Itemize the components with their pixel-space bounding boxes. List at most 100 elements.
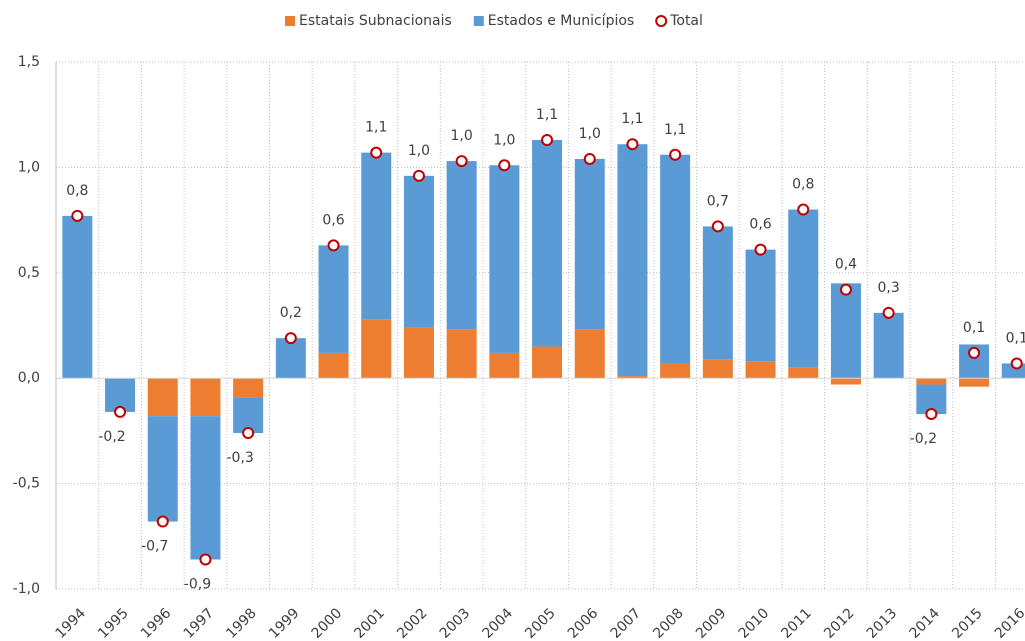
bar-segment xyxy=(788,367,819,379)
data-label: 0,8 xyxy=(792,177,814,193)
x-tick-label: 1998 xyxy=(223,605,260,641)
legend-swatch xyxy=(473,16,484,26)
bar-segment xyxy=(959,378,990,387)
total-marker xyxy=(669,148,682,161)
x-tick-label: 2000 xyxy=(309,605,346,641)
legend-label: Estados e Municípios xyxy=(488,13,634,29)
bar-segment xyxy=(830,378,861,385)
y-tick-label: 1,5 xyxy=(18,54,40,70)
x-tick-label: 2009 xyxy=(693,605,730,641)
bar-segment xyxy=(361,152,392,320)
legend-label: Estatais Subnacionais xyxy=(299,13,452,29)
bar-segment xyxy=(62,215,93,379)
total-marker xyxy=(498,159,511,172)
total-marker xyxy=(199,553,212,566)
data-label: -0,2 xyxy=(910,431,937,447)
x-tick-label: 2006 xyxy=(565,605,602,641)
bar-segment xyxy=(532,139,563,347)
bar-segment xyxy=(617,376,648,379)
data-label: 1,0 xyxy=(408,143,430,159)
bar-segment xyxy=(660,363,691,379)
total-marker xyxy=(71,209,84,222)
data-label: -0,2 xyxy=(98,429,125,445)
total-marker xyxy=(327,239,340,252)
x-tick-label: 1999 xyxy=(266,605,303,641)
bar-segment xyxy=(916,378,947,385)
y-tick-label: 0,0 xyxy=(18,370,40,386)
total-marker xyxy=(370,146,383,159)
bar-segment xyxy=(532,346,563,379)
data-label: 1,0 xyxy=(493,132,515,148)
total-marker xyxy=(541,133,554,146)
bar-segment xyxy=(702,226,733,360)
bar-segment xyxy=(318,352,349,379)
data-label: -0,7 xyxy=(141,539,168,555)
total-marker xyxy=(583,152,596,165)
bar-segment xyxy=(403,175,434,328)
x-tick-label: 1995 xyxy=(95,605,132,641)
bar-segment xyxy=(489,352,520,379)
data-label: 0,2 xyxy=(280,305,302,321)
total-marker xyxy=(626,138,639,151)
total-marker xyxy=(925,408,938,421)
data-label: 1,0 xyxy=(579,126,601,142)
legend-marker xyxy=(655,15,668,27)
y-tick-label: -0,5 xyxy=(13,476,40,492)
x-tick-label: 2003 xyxy=(437,605,474,641)
bar-segment xyxy=(446,161,477,330)
total-marker xyxy=(1010,357,1023,370)
bar-segment xyxy=(403,327,434,379)
y-tick-label: -1,0 xyxy=(13,581,40,597)
x-tick-label: 2008 xyxy=(650,605,687,641)
bar-segment xyxy=(361,319,392,379)
bar-segment xyxy=(190,378,221,417)
bar-segment xyxy=(233,378,264,398)
data-label: 0,4 xyxy=(835,257,857,273)
bar-segment xyxy=(702,359,733,379)
data-label: 1,1 xyxy=(365,120,387,136)
legend-label: Total xyxy=(669,13,703,29)
x-tick-label: 2010 xyxy=(736,605,773,641)
bar-segment xyxy=(275,338,306,379)
bar-segment xyxy=(745,249,776,362)
data-label: 0,6 xyxy=(749,217,771,233)
bar-segment xyxy=(147,378,178,417)
total-marker xyxy=(114,405,127,418)
data-label: 0,7 xyxy=(707,193,729,209)
bar-segment xyxy=(574,158,605,330)
total-marker xyxy=(797,203,810,216)
x-tick-label: 1994 xyxy=(52,605,89,641)
x-tick-label: 2014 xyxy=(906,605,943,641)
x-tick-label: 2002 xyxy=(394,605,431,641)
x-tick-label: 2005 xyxy=(522,605,559,641)
bar-segment xyxy=(147,416,178,522)
data-label: 0,1 xyxy=(963,320,985,336)
bar-segment xyxy=(446,329,477,379)
bar-segment xyxy=(830,283,861,379)
total-marker xyxy=(412,169,425,182)
total-marker xyxy=(754,243,767,256)
bar-segment xyxy=(788,209,819,368)
total-marker xyxy=(284,332,297,345)
data-label: 0,8 xyxy=(66,183,88,199)
bar-segment xyxy=(660,154,691,364)
y-tick-label: 0,5 xyxy=(18,265,40,281)
data-label: -0,3 xyxy=(226,450,253,466)
x-tick-label: 1996 xyxy=(138,605,175,641)
bar-segment xyxy=(873,312,904,379)
data-label: 0,1 xyxy=(1006,330,1025,346)
x-tick-label: 2013 xyxy=(864,605,901,641)
x-tick-label: 1997 xyxy=(181,605,218,641)
data-label: 1,1 xyxy=(664,122,686,138)
x-tick-label: 2012 xyxy=(821,605,858,641)
x-tick-label: 2001 xyxy=(351,605,388,641)
total-marker xyxy=(839,283,852,296)
y-tick-label: 1,0 xyxy=(18,159,40,175)
x-tick-label: 2015 xyxy=(949,605,986,641)
x-tick-label: 2007 xyxy=(608,605,645,641)
total-marker xyxy=(156,515,169,528)
x-tick-label: 2004 xyxy=(479,605,516,641)
data-label: 1,1 xyxy=(621,111,643,127)
x-tick-label: 2016 xyxy=(992,605,1025,641)
bar-segment xyxy=(318,245,349,353)
